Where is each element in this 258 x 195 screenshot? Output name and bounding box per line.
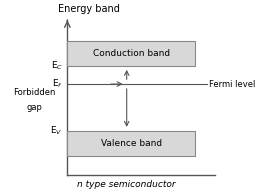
Text: Conduction band: Conduction band (93, 49, 170, 58)
Text: E$_V$: E$_V$ (50, 124, 63, 137)
Text: Fermi level: Fermi level (209, 80, 255, 89)
Text: E$_f$: E$_f$ (52, 78, 63, 90)
FancyBboxPatch shape (67, 41, 195, 66)
Text: gap: gap (26, 103, 42, 112)
Text: Forbidden: Forbidden (13, 88, 55, 97)
Text: E$_C$: E$_C$ (51, 60, 63, 72)
Text: Valence band: Valence band (101, 139, 162, 148)
Text: n type semiconductor: n type semiconductor (77, 180, 176, 189)
Text: Energy band: Energy band (58, 4, 120, 14)
FancyBboxPatch shape (67, 131, 195, 156)
